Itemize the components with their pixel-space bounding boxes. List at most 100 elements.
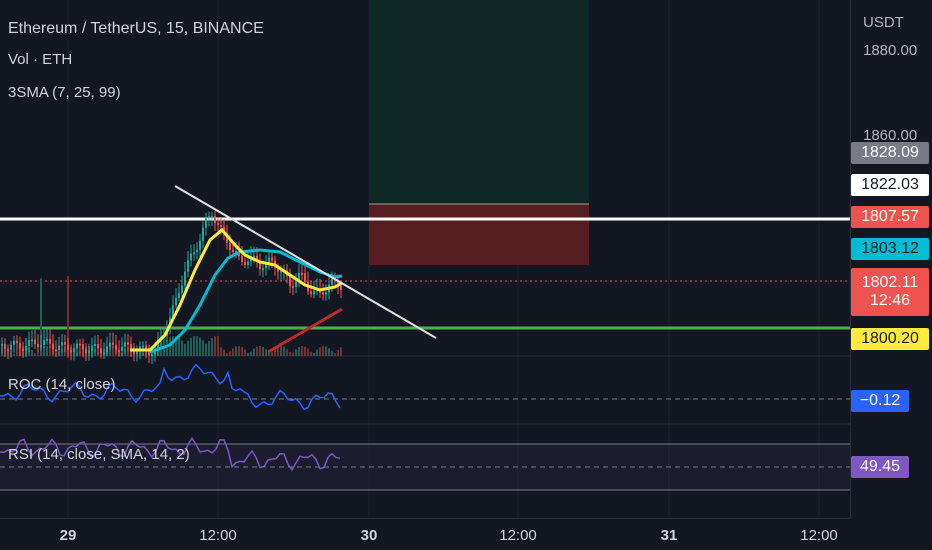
candle-body <box>118 349 120 352</box>
candle-body <box>331 278 333 285</box>
volume-bar <box>202 340 204 356</box>
candle-body <box>175 298 177 306</box>
candle-body <box>7 349 9 352</box>
volume-bar <box>280 346 282 356</box>
candle-body <box>223 226 225 233</box>
volume-bar <box>31 349 33 356</box>
candle-body <box>292 286 294 289</box>
ascending-red-trendline[interactable] <box>267 307 343 354</box>
volume-bar <box>298 346 300 356</box>
volume-bar <box>226 353 228 356</box>
candle-body <box>103 352 105 355</box>
candle-body <box>10 344 12 350</box>
currency-label: USDT <box>863 14 904 31</box>
candle-body <box>85 349 87 354</box>
volume-bar <box>193 336 195 356</box>
time-label-31: 31 <box>660 527 678 544</box>
volume-bar <box>163 343 165 356</box>
bar-countdown: 12:46 <box>869 292 911 309</box>
rsi-value-tag: 49.45 <box>851 456 909 478</box>
volume-bar <box>13 353 15 356</box>
time-label-1200-c: 12:00 <box>800 527 838 544</box>
candle-body <box>304 273 306 282</box>
volume-bar <box>220 347 222 356</box>
roc-legend[interactable]: ROC (14, close) <box>8 376 116 393</box>
volume-bar <box>265 349 267 356</box>
candle-body <box>73 348 75 353</box>
volume-bar <box>37 351 39 356</box>
position-loss-zone[interactable] <box>369 204 589 265</box>
candle-body <box>64 342 66 345</box>
volume-bar <box>46 346 48 356</box>
candle-body <box>229 242 231 250</box>
candle-body <box>199 240 201 250</box>
price-chart[interactable] <box>0 0 850 518</box>
volume-bar <box>49 347 51 356</box>
candles <box>1 210 342 365</box>
volume-bar <box>199 337 201 356</box>
candle-body <box>115 344 117 350</box>
candle-body <box>289 275 291 287</box>
candle-body <box>325 292 327 295</box>
volume-bar <box>238 346 240 356</box>
position-profit-zone[interactable] <box>369 0 589 204</box>
candle-body <box>100 348 102 354</box>
volume-bar <box>277 346 279 356</box>
price-scale[interactable]: USDT 1880.00 1860.00 1828.09 1822.03 180… <box>850 0 932 518</box>
rsi-line <box>0 436 341 472</box>
volume-bar <box>295 349 297 356</box>
candle-body <box>148 350 150 356</box>
candle-body <box>94 343 96 346</box>
volume-bar <box>307 348 309 356</box>
volume-bar <box>232 348 234 356</box>
descending-trendline[interactable] <box>174 185 437 339</box>
chart-area[interactable]: Ethereum / TetherUS, 15, BINANCE Vol · E… <box>0 0 850 518</box>
candle-body <box>298 273 300 282</box>
volume-bar <box>289 352 291 356</box>
volume-bar <box>94 348 96 356</box>
time-axis[interactable]: 29 12:00 30 12:00 31 12:00 <box>0 518 850 550</box>
volume-bar <box>283 346 285 356</box>
last-price-value: 1802.11 <box>861 274 919 291</box>
volume-bar <box>214 336 216 356</box>
candle-body <box>52 343 54 350</box>
candle-body <box>202 227 204 241</box>
sma-legend[interactable]: 3SMA (7, 25, 99) <box>8 84 121 101</box>
candle-body <box>310 291 312 295</box>
roc-value-tag: −0.12 <box>851 390 909 412</box>
candle-body <box>295 281 297 287</box>
candle-body <box>28 340 30 346</box>
candle-body <box>184 271 186 286</box>
volume-legend[interactable]: Vol · ETH <box>8 51 73 68</box>
candle-body <box>121 346 123 351</box>
volume-bar <box>211 338 213 356</box>
volume-bar <box>205 343 207 356</box>
volume-bar <box>331 351 333 356</box>
volume-bar <box>292 352 294 356</box>
rsi-legend[interactable]: RSI (14, close, SMA, 14, 2) <box>8 446 190 463</box>
volume-bar <box>223 349 225 356</box>
candle-body <box>280 270 282 273</box>
volume-bar <box>67 276 69 356</box>
volume-bar <box>208 340 210 356</box>
candle-body <box>55 349 57 352</box>
candle-body <box>70 350 72 353</box>
candle-body <box>43 340 45 346</box>
volume-bar <box>172 336 174 356</box>
candle-body <box>49 338 51 344</box>
volume-bar <box>217 336 219 356</box>
volume-bar <box>229 351 231 356</box>
volume-bar <box>310 351 312 356</box>
volume-bar <box>259 346 261 356</box>
candle-body <box>265 262 267 269</box>
time-label-29: 29 <box>59 527 77 544</box>
volume-bar <box>328 348 330 356</box>
candle-body <box>67 344 69 351</box>
candle-body <box>76 343 78 349</box>
candle-body <box>205 218 207 228</box>
candle-body <box>268 257 270 263</box>
candle-body <box>130 343 132 350</box>
symbol-title[interactable]: Ethereum / TetherUS, 15, BINANCE <box>8 20 264 37</box>
volume-bar <box>262 346 264 356</box>
candle-body <box>253 255 255 258</box>
